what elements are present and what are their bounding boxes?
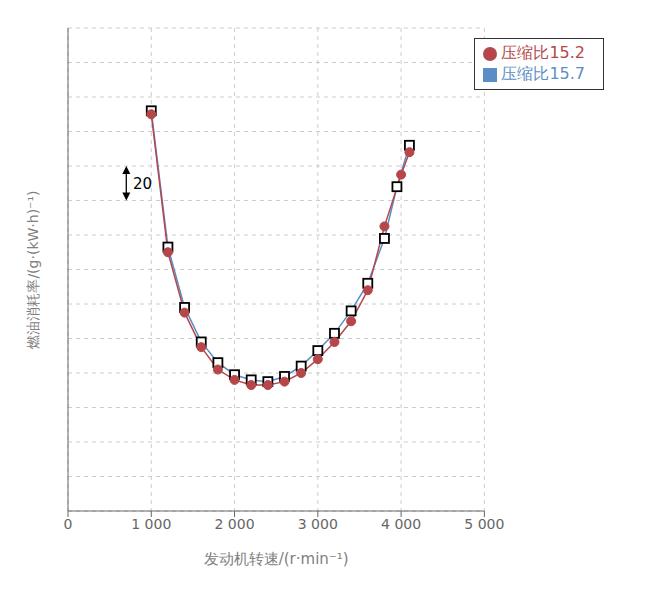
svg-text:3 000: 3 000 bbox=[298, 516, 338, 532]
svg-text:5 000: 5 000 bbox=[464, 516, 504, 532]
html-text:压缩比15.2: 压缩比15.2 bbox=[501, 43, 585, 62]
svg-text:0: 0 bbox=[64, 516, 73, 532]
svg-text:发动机转速/(r·min⁻¹): 发动机转速/(r·min⁻¹) bbox=[204, 550, 349, 568]
html-text:压缩比15.7: 压缩比15.7 bbox=[501, 64, 585, 83]
svg-text:燃油消耗率/(g·(kW·h)⁻¹): 燃油消耗率/(g·(kW·h)⁻¹) bbox=[25, 190, 41, 348]
svg-text:20: 20 bbox=[133, 175, 152, 193]
svg-text:4 000: 4 000 bbox=[381, 516, 421, 532]
svg-text:1 000: 1 000 bbox=[131, 516, 171, 532]
svg-text:2 000: 2 000 bbox=[215, 516, 255, 532]
